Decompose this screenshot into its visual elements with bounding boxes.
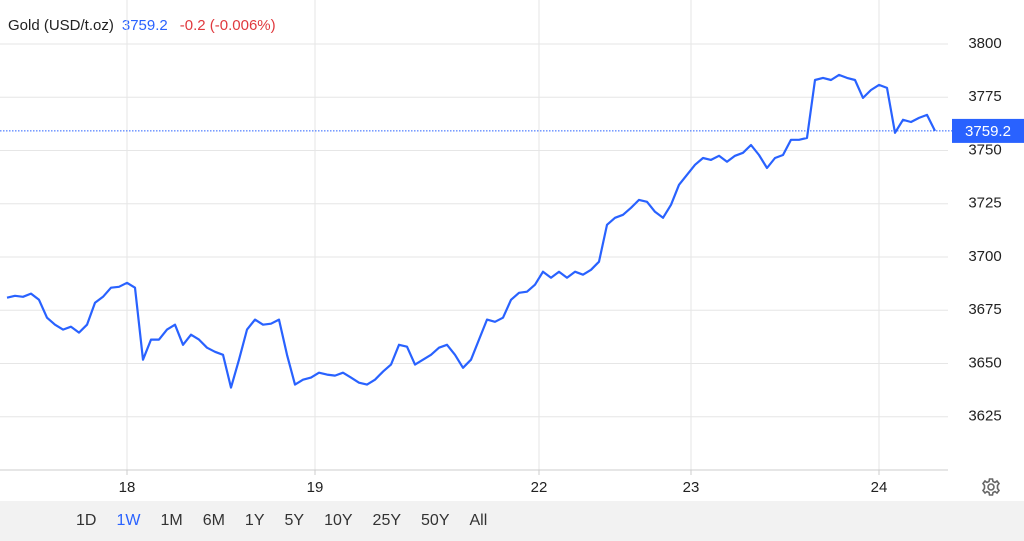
range-button[interactable]: 50Y (421, 512, 450, 529)
last-price-tag-label: 3759.2 (965, 123, 1011, 140)
price-line (6, 73, 936, 389)
y-tick-label: 3700 (968, 248, 1001, 265)
x-tick-label: 24 (871, 479, 888, 496)
y-tick-label: 3800 (968, 35, 1001, 52)
settings-icon[interactable] (981, 478, 1001, 496)
range-button[interactable]: 6M (202, 512, 225, 529)
header: Gold (USD/t.oz) 3759.2 -0.2 (-0.006%) (8, 17, 276, 34)
range-button[interactable]: 5Y (284, 512, 305, 529)
y-tick-label: 3625 (968, 408, 1001, 425)
range-button[interactable]: 25Y (372, 512, 402, 529)
x-tick-label: 18 (119, 479, 136, 496)
range-button[interactable]: 1W (116, 512, 141, 529)
x-tick-label: 19 (307, 479, 324, 496)
last-price-tag (952, 118, 1024, 143)
settings-icon-gear (981, 478, 1001, 496)
last-price: 3759.2 (121, 17, 168, 34)
range-button[interactable]: 10Y (324, 512, 353, 529)
y-tick-label: 3750 (968, 141, 1001, 158)
instrument-name: Gold (USD/t.oz) (8, 17, 114, 34)
y-tick-label: 3650 (968, 354, 1001, 371)
y-tick-label: 3725 (968, 195, 1001, 212)
range-button[interactable]: All (469, 512, 488, 529)
y-tick-label: 3775 (968, 88, 1001, 105)
y-tick-label: 3675 (968, 301, 1001, 318)
price-change: -0.2 (-0.006%) (179, 17, 276, 34)
x-tick-label: 22 (531, 479, 548, 496)
range-button[interactable]: 1D (76, 512, 97, 529)
chart: 3625 3650 3675 3700 3725 3750 3775 3800 18 19 22 23… (0, 0, 1024, 496)
x-tick-label: 23 (683, 479, 700, 496)
range-button[interactable]: 1Y (244, 512, 265, 529)
settings-icon-center (987, 483, 995, 491)
range-button[interactable]: 1M (160, 512, 183, 529)
range-bar: 1D 1W 1M 6M 1Y 5Y 10Y 25Y 50Y All (0, 501, 1024, 541)
